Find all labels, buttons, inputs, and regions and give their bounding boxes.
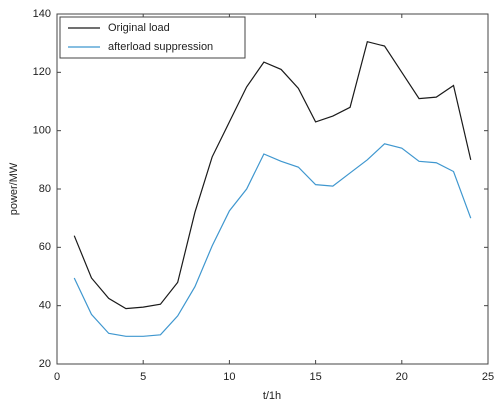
x-tick-label: 10 — [223, 371, 235, 383]
y-tick-label: 20 — [39, 358, 51, 370]
y-tick-label: 60 — [39, 241, 51, 253]
y-tick-label: 140 — [33, 8, 51, 20]
y-tick-label: 40 — [39, 300, 51, 312]
x-axis-label: t/1h — [263, 390, 281, 402]
y-tick-label: 80 — [39, 183, 51, 195]
plot-area — [56, 13, 489, 365]
y-tick-label: 100 — [33, 125, 51, 137]
y-tick-label: 120 — [33, 66, 51, 78]
data-line — [73, 143, 472, 337]
legend-label: afterload suppression — [108, 41, 213, 53]
legend-box — [59, 16, 246, 59]
x-tick-label: 5 — [140, 371, 146, 383]
x-tick-label: 25 — [482, 371, 494, 383]
data-line — [73, 40, 472, 310]
x-tick-label: 15 — [309, 371, 321, 383]
legend-label: Original load — [108, 22, 170, 34]
y-axis-label: power/MW — [8, 162, 20, 215]
x-tick-label: 20 — [396, 371, 408, 383]
x-tick-label: 0 — [54, 371, 60, 383]
